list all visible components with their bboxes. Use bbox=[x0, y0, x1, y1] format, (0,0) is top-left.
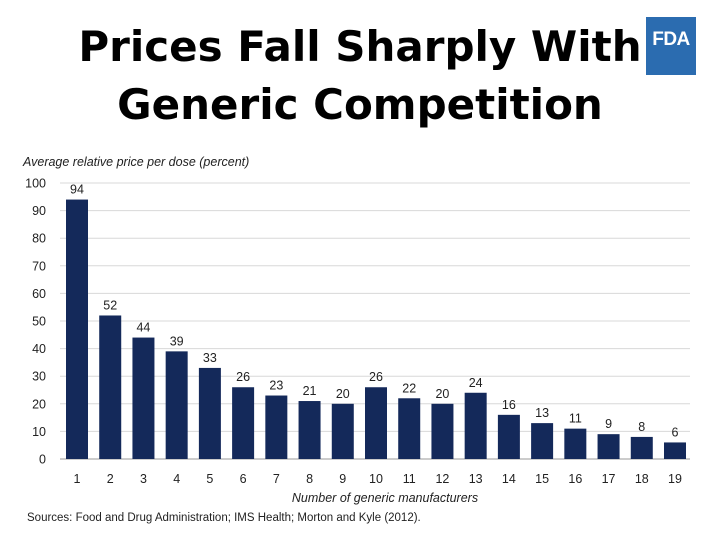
bar-label-18: 8 bbox=[638, 420, 645, 434]
bar-label-7: 23 bbox=[269, 379, 283, 393]
bar-4 bbox=[165, 351, 188, 459]
x-tick-7: 7 bbox=[273, 472, 280, 486]
bar-10 bbox=[365, 387, 387, 459]
bar-13 bbox=[464, 392, 487, 459]
bar-label-6: 26 bbox=[236, 370, 250, 384]
bar-label-15: 13 bbox=[535, 406, 549, 420]
bar-3 bbox=[132, 337, 155, 459]
x-tick-5: 5 bbox=[206, 472, 213, 486]
title-line-2: Generic Competition bbox=[117, 80, 603, 129]
bar-15 bbox=[531, 423, 554, 459]
slide-title: Prices Fall Sharply With Generic Competi… bbox=[20, 18, 700, 134]
bar-label-4: 39 bbox=[170, 334, 184, 348]
bar-value-labels: 94 52 44 39 33 26 23 21 20 26 22 20 24 16 13 11 9 8 6 bbox=[70, 183, 678, 440]
y-axis-label: Average relative price per dose (percent… bbox=[22, 155, 249, 169]
x-tick-4: 4 bbox=[173, 472, 180, 486]
x-tick-3: 3 bbox=[140, 472, 147, 486]
bar-17 bbox=[597, 434, 620, 459]
y-tick-50: 50 bbox=[32, 315, 46, 329]
bar-label-16: 11 bbox=[569, 412, 582, 426]
sources-note: Sources: Food and Drug Administration; I… bbox=[27, 512, 421, 524]
x-tick-11: 11 bbox=[403, 472, 416, 486]
y-tick-20: 20 bbox=[32, 397, 46, 411]
bar-8 bbox=[298, 401, 321, 459]
fda-logo: FDA bbox=[646, 17, 696, 75]
x-tick-14: 14 bbox=[502, 472, 516, 486]
bar-label-10: 26 bbox=[369, 370, 383, 384]
y-tick-80: 80 bbox=[32, 232, 46, 246]
bar-14 bbox=[497, 414, 520, 459]
x-tick-12: 12 bbox=[435, 472, 449, 486]
bar-label-12: 20 bbox=[435, 387, 449, 401]
x-tick-15: 15 bbox=[535, 472, 549, 486]
bar-16 bbox=[564, 428, 587, 459]
y-tick-10: 10 bbox=[32, 425, 46, 439]
x-tick-17: 17 bbox=[602, 472, 616, 486]
y-tick-40: 40 bbox=[32, 342, 46, 356]
x-tick-labels: 1 2 3 4 5 6 7 8 9 10 11 12 13 14 15 16 17 18 19 bbox=[74, 472, 682, 486]
x-axis-label: Number of generic manufacturers bbox=[292, 491, 478, 505]
x-tick-9: 9 bbox=[339, 472, 346, 486]
bar-9 bbox=[331, 403, 354, 459]
x-tick-10: 10 bbox=[369, 472, 383, 486]
bar-label-19: 6 bbox=[672, 425, 679, 439]
bars bbox=[66, 199, 686, 459]
x-tick-16: 16 bbox=[568, 472, 582, 486]
x-tick-8: 8 bbox=[306, 472, 313, 486]
bar-7 bbox=[265, 395, 288, 459]
x-tick-13: 13 bbox=[469, 472, 483, 486]
bar-label-1: 94 bbox=[70, 183, 84, 197]
x-tick-6: 6 bbox=[240, 472, 247, 486]
y-tick-60: 60 bbox=[32, 287, 46, 301]
bar-label-11: 22 bbox=[402, 381, 416, 395]
fda-logo-text: FDA bbox=[652, 29, 690, 50]
y-tick-70: 70 bbox=[32, 259, 46, 273]
bar-1 bbox=[66, 199, 88, 459]
bar-18 bbox=[630, 436, 653, 459]
title-line-1: Prices Fall Sharply With bbox=[78, 22, 642, 71]
bar-11 bbox=[398, 398, 421, 459]
y-tick-100: 100 bbox=[25, 177, 46, 191]
bar-label-2: 52 bbox=[103, 298, 117, 312]
x-tick-2: 2 bbox=[107, 472, 114, 486]
x-tick-1: 1 bbox=[74, 472, 81, 486]
y-tick-90: 90 bbox=[32, 204, 46, 218]
bar-2 bbox=[99, 315, 122, 459]
x-tick-19: 19 bbox=[668, 472, 682, 486]
y-tick-30: 30 bbox=[32, 370, 46, 384]
bar-label-9: 20 bbox=[336, 387, 350, 401]
bar-6 bbox=[232, 387, 255, 459]
y-tick-labels: 0 10 20 30 40 50 60 70 80 90 100 bbox=[25, 177, 46, 467]
x-tick-18: 18 bbox=[635, 472, 649, 486]
bar-label-17: 9 bbox=[605, 417, 612, 431]
bar-label-14: 16 bbox=[502, 398, 516, 412]
y-tick-0: 0 bbox=[39, 453, 46, 467]
bar-label-5: 33 bbox=[203, 351, 217, 365]
bar-label-3: 44 bbox=[136, 321, 150, 335]
bar-12 bbox=[431, 403, 454, 459]
bar-5 bbox=[198, 367, 221, 459]
bar-label-8: 21 bbox=[303, 384, 317, 398]
bar-label-13: 24 bbox=[469, 376, 483, 390]
bar-19 bbox=[664, 442, 686, 459]
